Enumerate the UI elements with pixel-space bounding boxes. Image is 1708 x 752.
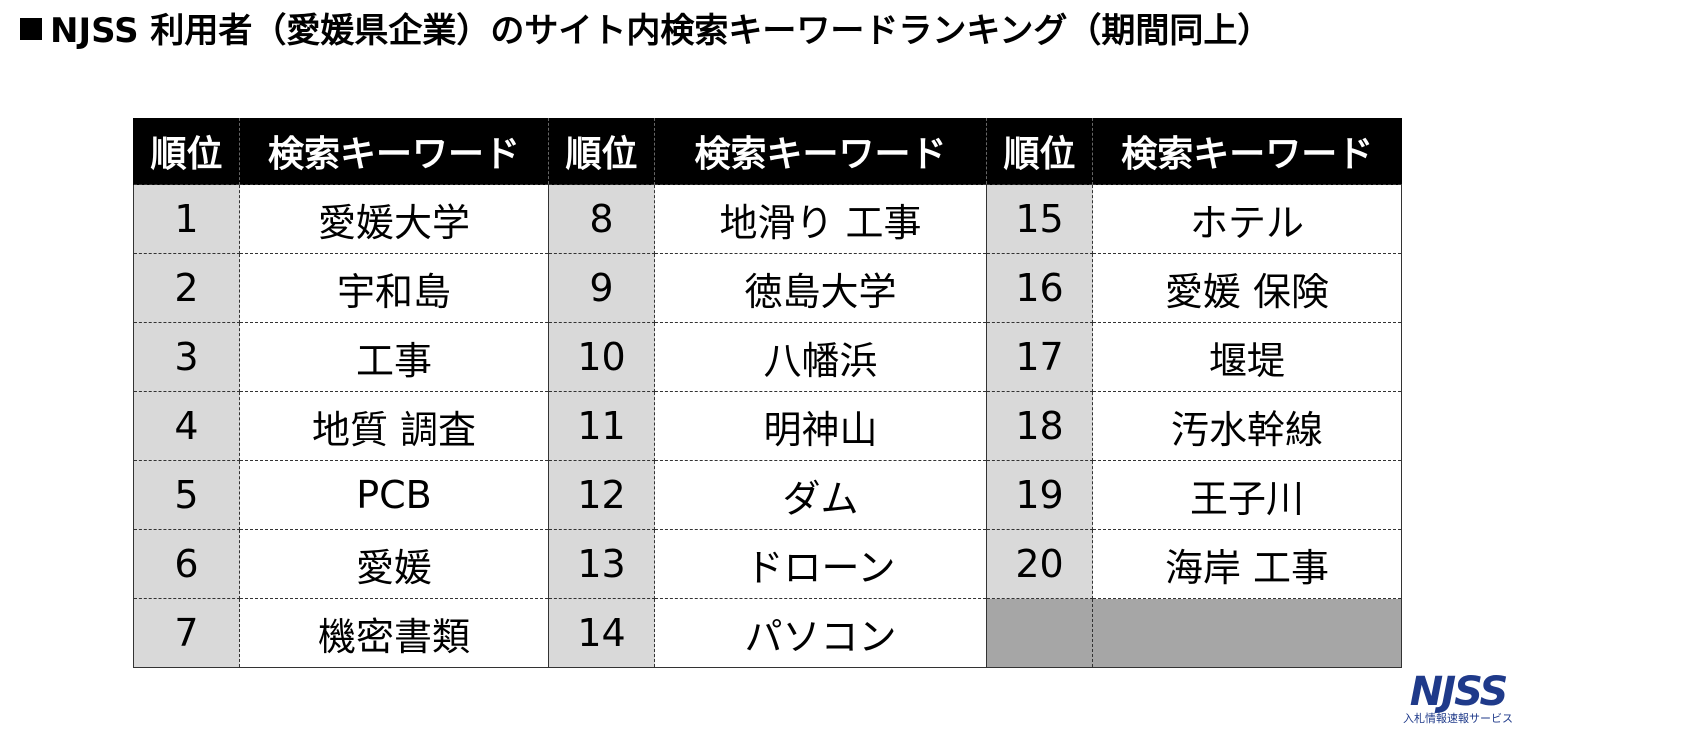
rank-cell: 20 [986, 529, 1093, 599]
rank-cell: 3 [133, 322, 240, 392]
keyword-cell: 愛媛 保険 [1092, 253, 1402, 323]
keyword-cell: 機密書類 [239, 598, 549, 668]
keyword-cell: 愛媛大学 [239, 184, 549, 254]
rank-cell: 13 [548, 529, 655, 599]
rank-cell: 5 [133, 460, 240, 530]
njss-logo-subtitle: 入札情報速報サービス [1403, 712, 1513, 725]
page-title: NJSS 利用者（愛媛県企業）のサイト内検索キーワードランキング（期間同上） [20, 8, 1271, 54]
rank-cell: 1 [133, 184, 240, 254]
table-row: 1 愛媛大学 8 地滑り 工事 15 ホテル [133, 184, 1402, 254]
header-rank-2: 順位 [548, 118, 655, 185]
keyword-cell: 八幡浜 [654, 322, 987, 392]
rank-cell: 9 [548, 253, 655, 323]
rank-cell: 8 [548, 184, 655, 254]
page-title-text: NJSS 利用者（愛媛県企業）のサイト内検索キーワードランキング（期間同上） [50, 11, 1272, 51]
keyword-cell: PCB [239, 460, 549, 530]
table-row: 7 機密書類 14 パソコン [133, 598, 1402, 668]
rank-cell: 4 [133, 391, 240, 461]
rank-cell: 18 [986, 391, 1093, 461]
keyword-cell: ホテル [1092, 184, 1402, 254]
keyword-cell: ダム [654, 460, 987, 530]
header-rank-1: 順位 [133, 118, 240, 185]
njss-logo-mark: NJSS [1409, 669, 1509, 715]
njss-logo: NJSS 入札情報速報サービス [1388, 672, 1528, 726]
keyword-cell: ドローン [654, 529, 987, 599]
table-row: 3 工事 10 八幡浜 17 堰堤 [133, 322, 1402, 392]
rank-cell: 17 [986, 322, 1093, 392]
header-rank-3: 順位 [986, 118, 1093, 185]
keyword-ranking-table: 順位 検索キーワード 順位 検索キーワード 順位 検索キーワード 1 愛媛大学 … [133, 118, 1402, 668]
table-row: 6 愛媛 13 ドローン 20 海岸 工事 [133, 529, 1402, 599]
rank-cell: 15 [986, 184, 1093, 254]
header-keyword-2: 検索キーワード [654, 118, 987, 185]
rank-cell: 16 [986, 253, 1093, 323]
keyword-cell: 王子川 [1092, 460, 1402, 530]
keyword-cell: 明神山 [654, 391, 987, 461]
rank-cell: 2 [133, 253, 240, 323]
empty-rank-cell [986, 598, 1093, 668]
keyword-cell: 地滑り 工事 [654, 184, 987, 254]
square-bullet-icon [20, 18, 42, 40]
keyword-cell: パソコン [654, 598, 987, 668]
table-header-row: 順位 検索キーワード 順位 検索キーワード 順位 検索キーワード [133, 118, 1402, 185]
rank-cell: 11 [548, 391, 655, 461]
rank-cell: 7 [133, 598, 240, 668]
keyword-cell: 地質 調査 [239, 391, 549, 461]
rank-cell: 19 [986, 460, 1093, 530]
keyword-cell: 工事 [239, 322, 549, 392]
keyword-cell: 徳島大学 [654, 253, 987, 323]
table-row: 4 地質 調査 11 明神山 18 汚水幹線 [133, 391, 1402, 461]
keyword-cell: 宇和島 [239, 253, 549, 323]
empty-keyword-cell [1092, 598, 1402, 668]
keyword-cell: 海岸 工事 [1092, 529, 1402, 599]
table-row: 2 宇和島 9 徳島大学 16 愛媛 保険 [133, 253, 1402, 323]
table-row: 5 PCB 12 ダム 19 王子川 [133, 460, 1402, 530]
rank-cell: 6 [133, 529, 240, 599]
keyword-cell: 堰堤 [1092, 322, 1402, 392]
keyword-cell: 汚水幹線 [1092, 391, 1402, 461]
header-keyword-1: 検索キーワード [239, 118, 549, 185]
rank-cell: 14 [548, 598, 655, 668]
keyword-cell: 愛媛 [239, 529, 549, 599]
rank-cell: 10 [548, 322, 655, 392]
rank-cell: 12 [548, 460, 655, 530]
header-keyword-3: 検索キーワード [1092, 118, 1402, 185]
